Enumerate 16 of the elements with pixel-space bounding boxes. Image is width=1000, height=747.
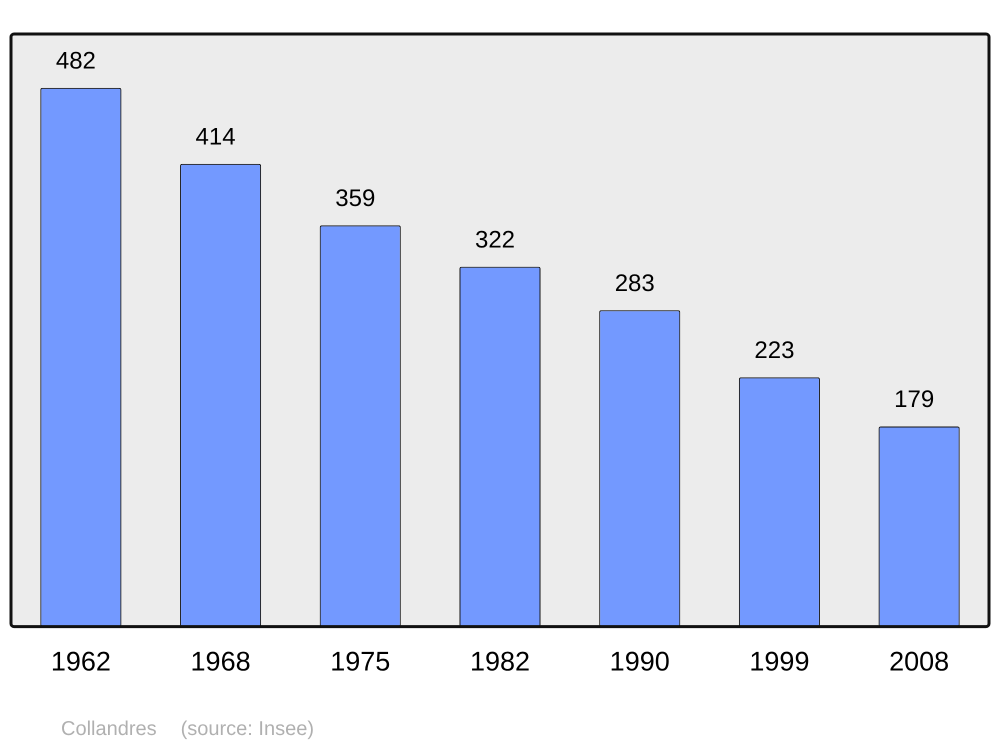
x-tick-label: 1968 bbox=[190, 646, 251, 676]
x-tick-label: 1975 bbox=[330, 646, 390, 676]
data-label: 414 bbox=[196, 124, 236, 150]
text: Collandres bbox=[61, 718, 157, 740]
x-tick-label: 1962 bbox=[50, 646, 111, 676]
x-tick-label: 1999 bbox=[749, 646, 810, 676]
text: (source: Insee) bbox=[180, 718, 314, 740]
data-label: 223 bbox=[754, 336, 794, 364]
x-tick-label: 1982 bbox=[470, 646, 530, 676]
x-tick-label: 2008 bbox=[889, 646, 950, 676]
x-tick-label: 1990 bbox=[610, 646, 670, 676]
data-label: 179 bbox=[894, 386, 934, 414]
data-label: 283 bbox=[614, 270, 655, 297]
data-label: 322 bbox=[474, 226, 516, 254]
data-label: 482 bbox=[56, 48, 96, 74]
data-label: 359 bbox=[335, 184, 376, 212]
